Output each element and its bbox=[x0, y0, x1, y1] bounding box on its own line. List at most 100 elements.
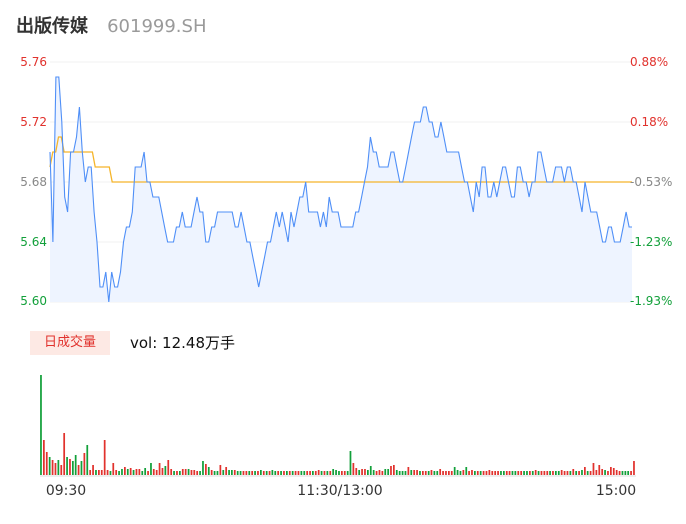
volume-bar bbox=[572, 469, 575, 475]
volume-bar bbox=[349, 451, 352, 475]
volume-bar bbox=[338, 471, 340, 475]
volume-bar bbox=[280, 471, 282, 475]
price-tick: 5.76 bbox=[20, 55, 47, 69]
volume-bar bbox=[202, 461, 204, 475]
volume-bar bbox=[427, 471, 430, 475]
volume-bar bbox=[297, 471, 300, 475]
volume-bar bbox=[534, 470, 537, 475]
volume-bar bbox=[482, 471, 485, 475]
volume-bar bbox=[77, 465, 80, 475]
volume-bar bbox=[624, 471, 627, 475]
volume-bar bbox=[248, 471, 251, 475]
volume-bar bbox=[584, 467, 586, 475]
volume-bar bbox=[529, 471, 531, 475]
volume-bar bbox=[196, 471, 199, 475]
volume-bar bbox=[537, 471, 540, 475]
volume-bar bbox=[494, 471, 497, 475]
volume-bar bbox=[72, 461, 74, 475]
volume-bar bbox=[155, 470, 158, 475]
volume-bar bbox=[121, 469, 123, 475]
volume-bar bbox=[231, 470, 233, 475]
volume-bar bbox=[575, 471, 578, 475]
volume-bar bbox=[288, 471, 291, 475]
volume-bar bbox=[413, 470, 416, 475]
volume-bar bbox=[630, 471, 632, 475]
volume-bar bbox=[546, 471, 549, 475]
volume-bar bbox=[179, 471, 181, 475]
volume-bar bbox=[462, 470, 465, 475]
volume-bar bbox=[129, 468, 132, 475]
volume-bar bbox=[598, 465, 601, 475]
volume-bar bbox=[419, 471, 421, 475]
price-tick: 5.64 bbox=[20, 235, 47, 249]
volume-bar bbox=[314, 471, 317, 475]
price-area-fill bbox=[50, 77, 632, 302]
volume-bar bbox=[126, 469, 129, 475]
volume-bar bbox=[199, 471, 201, 475]
volume-bar bbox=[497, 471, 499, 475]
volume-bar bbox=[54, 463, 57, 475]
volume-bar bbox=[323, 471, 326, 475]
volume-bar bbox=[161, 468, 164, 475]
volume-bar bbox=[335, 470, 337, 475]
volume-bar bbox=[228, 470, 230, 475]
volume-bar bbox=[422, 471, 424, 475]
volume-bar bbox=[219, 465, 222, 475]
volume-bar bbox=[66, 457, 68, 475]
volume-bar bbox=[424, 471, 427, 475]
volume-bar bbox=[456, 470, 459, 475]
volume-bar bbox=[566, 471, 569, 475]
volume-bar bbox=[283, 471, 285, 475]
intraday-price-chart: 5.76 5.72 5.68 5.64 5.60 0.88% 0.18% -0.… bbox=[20, 55, 672, 308]
volume-bar bbox=[124, 467, 126, 475]
volume-bar bbox=[578, 471, 580, 475]
volume-bar bbox=[176, 471, 178, 475]
volume-bar bbox=[615, 470, 618, 475]
volume-bar bbox=[459, 471, 462, 475]
stock-code: 601999.SH bbox=[107, 16, 207, 37]
volume-bar bbox=[355, 468, 358, 475]
time-tick: 11:30/13:00 bbox=[297, 483, 382, 499]
volume-bar bbox=[152, 469, 155, 475]
volume-bar bbox=[51, 460, 54, 475]
volume-bar bbox=[465, 467, 468, 475]
volume-bar bbox=[346, 471, 349, 475]
volume-bar bbox=[326, 471, 329, 475]
volume-bar bbox=[300, 471, 303, 475]
volume-bar bbox=[257, 471, 259, 475]
volume-bar bbox=[181, 469, 184, 475]
volume-bar bbox=[170, 469, 173, 475]
volume-bar bbox=[416, 470, 418, 475]
volume-bar bbox=[205, 464, 207, 475]
volume-bar bbox=[450, 471, 453, 475]
stock-name: 出版传媒 bbox=[16, 16, 88, 37]
volume-bar bbox=[375, 471, 378, 475]
volume-bar bbox=[40, 375, 42, 475]
volume-bar bbox=[309, 471, 311, 475]
volume-bar bbox=[511, 471, 514, 475]
volume-bar bbox=[95, 470, 97, 475]
volume-bar bbox=[271, 470, 274, 475]
volume-bar bbox=[520, 471, 523, 475]
volume-bar bbox=[361, 469, 363, 475]
volume-bar bbox=[433, 471, 436, 475]
volume-bar bbox=[268, 471, 271, 475]
volume-bar bbox=[404, 471, 407, 475]
volume-bar bbox=[251, 471, 254, 475]
volume-bar bbox=[193, 470, 196, 475]
volume-period-tab[interactable]: 日成交量 bbox=[30, 331, 110, 355]
volume-bar bbox=[135, 469, 138, 475]
volume-bar bbox=[164, 466, 167, 475]
volume-bar bbox=[552, 471, 554, 475]
volume-bar bbox=[303, 471, 306, 475]
volume-summary: vol: 12.48万手 bbox=[130, 334, 235, 352]
volume-bar bbox=[604, 470, 606, 475]
volume-bar bbox=[557, 471, 560, 475]
volume-bar bbox=[503, 471, 505, 475]
volume-bar bbox=[207, 467, 210, 475]
volume-bar bbox=[445, 471, 447, 475]
volume-bar bbox=[633, 461, 635, 475]
volume-bar bbox=[381, 471, 384, 475]
volume-bar bbox=[378, 470, 381, 475]
volume-bar bbox=[98, 470, 100, 475]
